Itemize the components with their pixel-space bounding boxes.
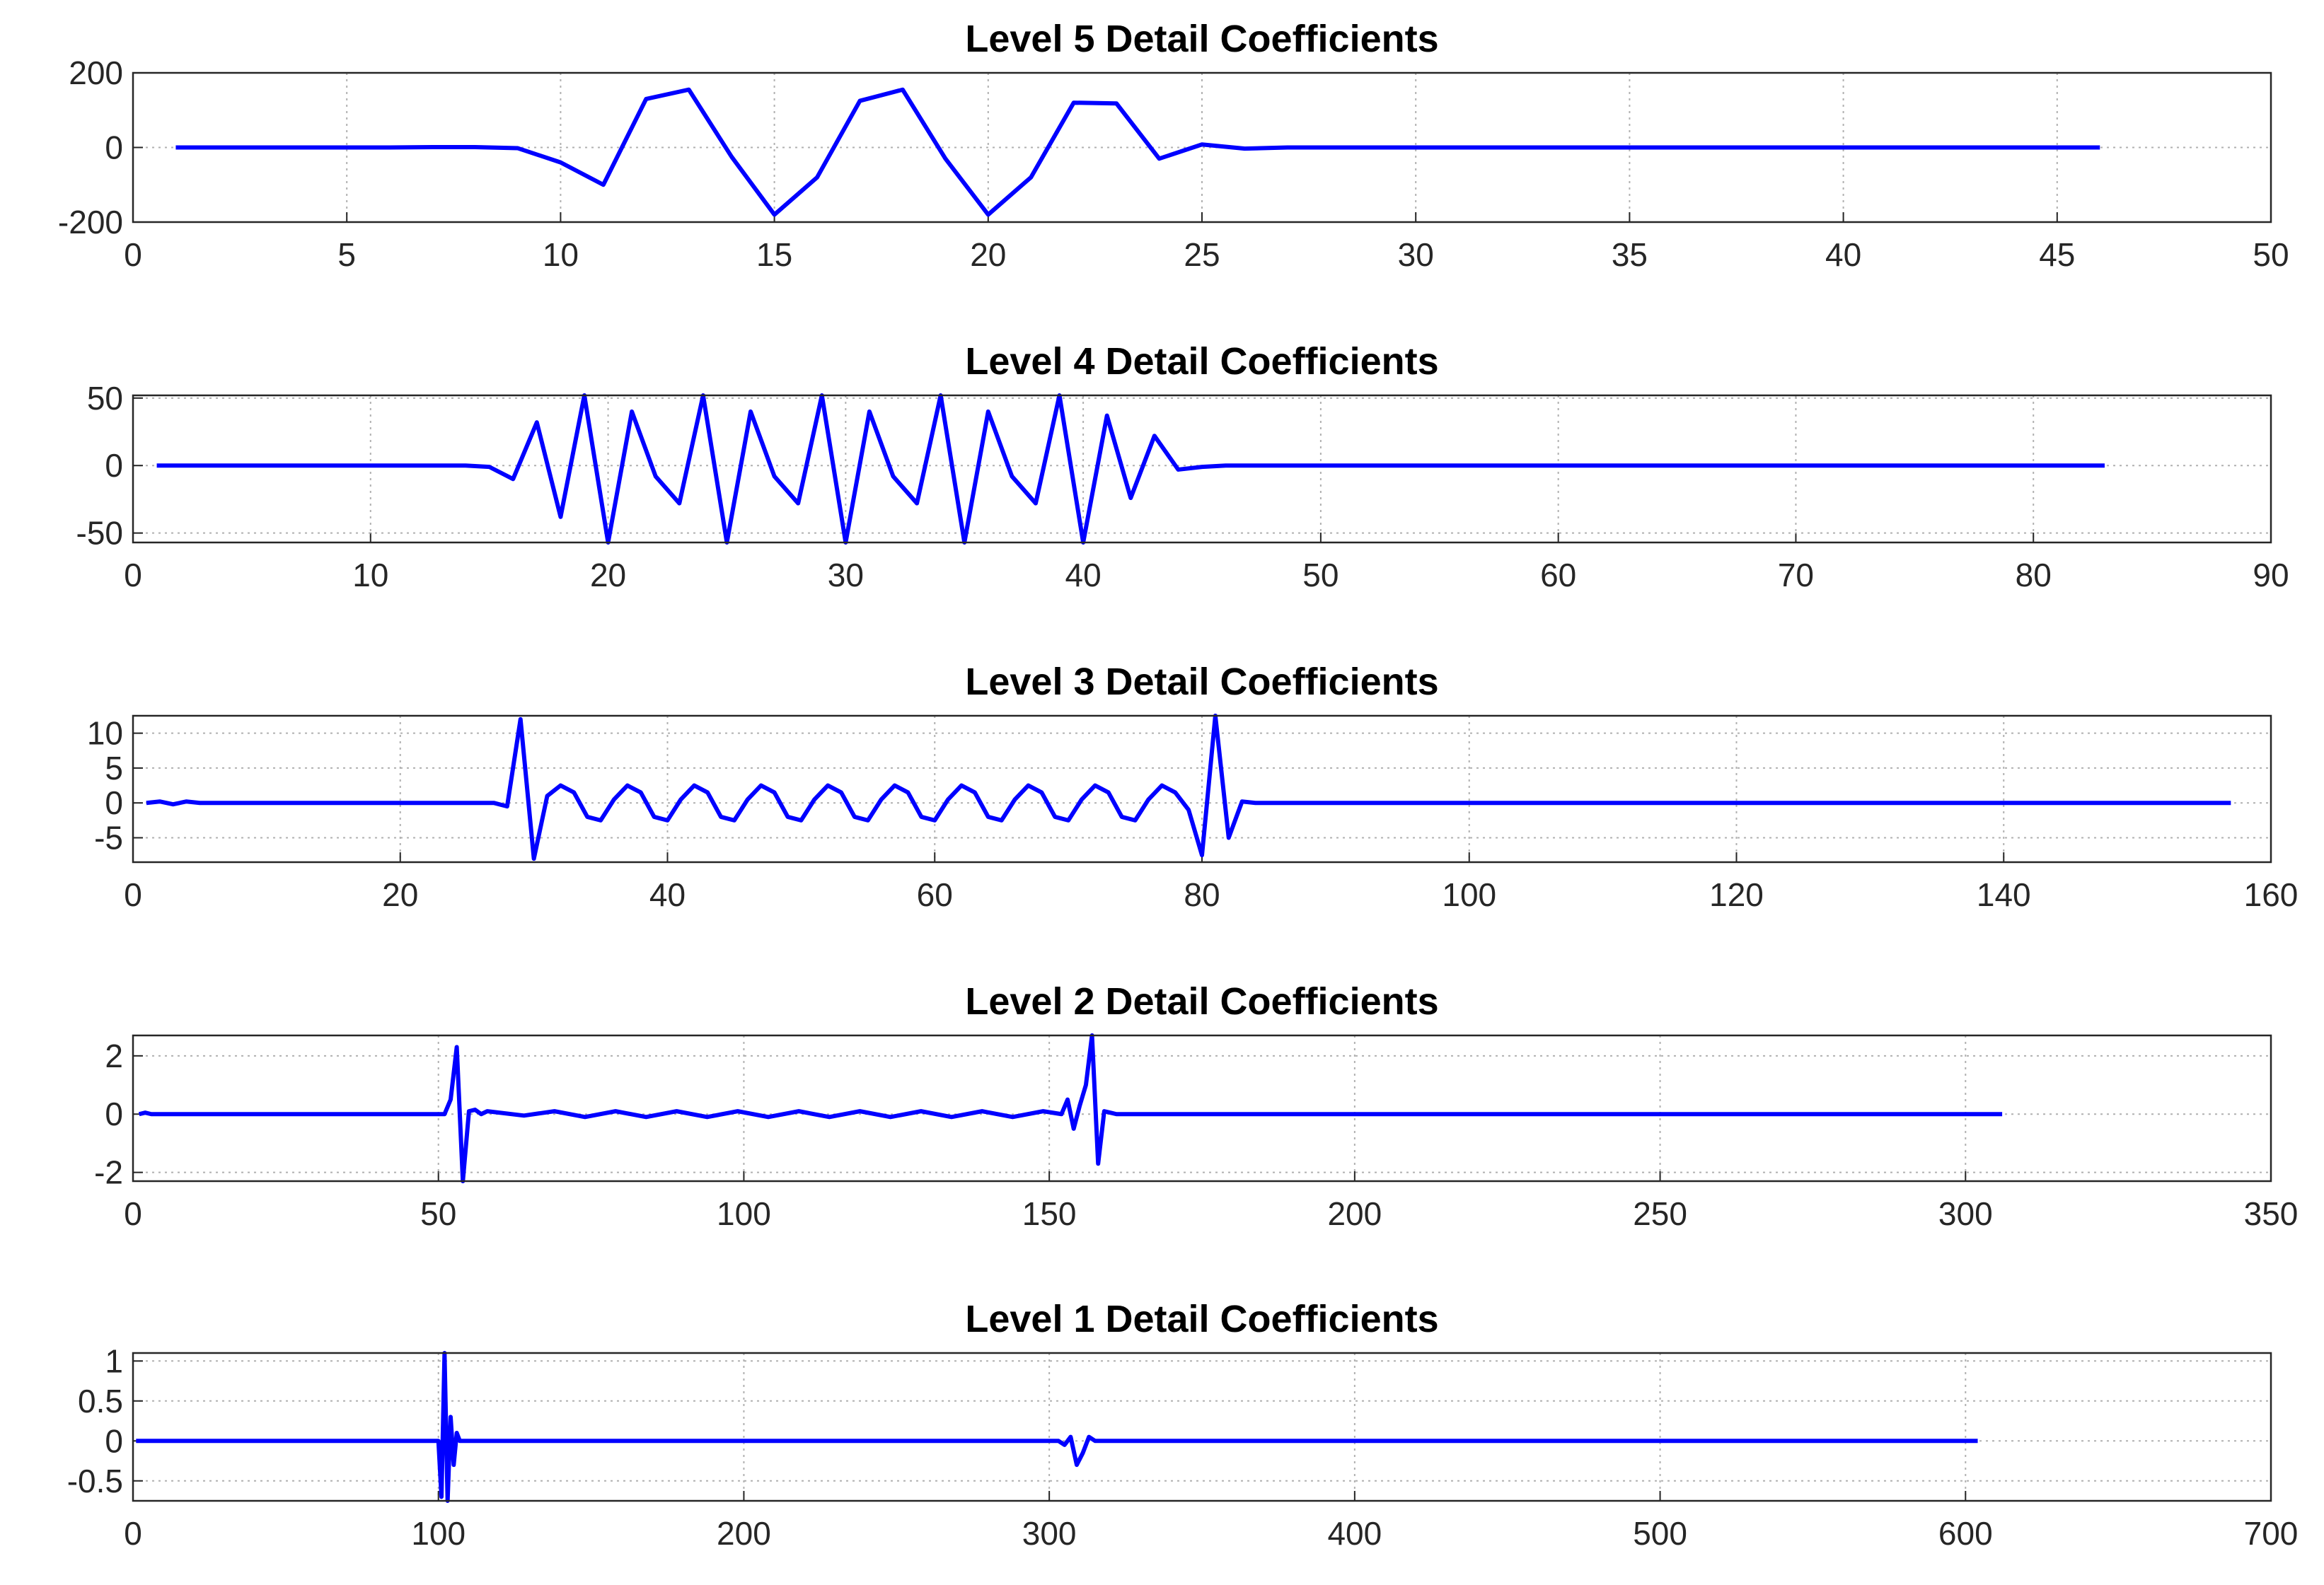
y-tick-label: 200 <box>69 54 123 91</box>
axes-box <box>132 1352 2272 1502</box>
x-tick-label: 100 <box>1442 876 1496 913</box>
y-tick-label: -0.5 <box>67 1463 123 1499</box>
x-tick-label: 200 <box>717 1515 771 1552</box>
axes-box <box>132 71 2272 223</box>
axes-box <box>132 714 2272 864</box>
x-tick-label: 20 <box>590 557 626 593</box>
y-tick-label: 10 <box>87 715 123 752</box>
x-tick-label: 35 <box>1612 236 1648 273</box>
x-tick-label: 160 <box>2244 876 2299 913</box>
x-tick-label: 50 <box>1302 557 1339 593</box>
y-tick-label: 0 <box>105 129 123 166</box>
x-tick-label: 0 <box>124 1515 142 1552</box>
x-tick-label: 350 <box>2244 1195 2299 1232</box>
x-tick-label: 60 <box>917 876 953 913</box>
x-tick-label: 0 <box>124 236 142 273</box>
x-tick-label: 0 <box>124 876 142 913</box>
x-tick-label: 40 <box>649 876 686 913</box>
x-tick-label: 40 <box>1065 557 1102 593</box>
data-line <box>146 714 2231 861</box>
x-tick-label: 5 <box>337 236 356 273</box>
x-tick-label: 120 <box>1709 876 1764 913</box>
x-tick-label: 40 <box>1825 236 1861 273</box>
x-tick-label: 90 <box>2253 557 2289 593</box>
x-tick-label: 25 <box>1184 236 1220 273</box>
plot-area <box>133 1035 2271 1181</box>
y-tick-label: -200 <box>58 204 123 240</box>
chart-title: Level 2 Detail Coefficients <box>965 980 1438 1023</box>
x-tick-label: 60 <box>1540 557 1576 593</box>
x-tick-label: 250 <box>1633 1195 1687 1232</box>
x-tick-label: 30 <box>828 557 864 593</box>
x-tick-label: 0 <box>124 1195 142 1232</box>
x-tick-label: 20 <box>382 876 418 913</box>
x-tick-label: 20 <box>970 236 1006 273</box>
chart-title: Level 3 Detail Coefficients <box>965 661 1438 703</box>
y-tick-label: 0 <box>105 447 123 484</box>
y-tick-label: -5 <box>94 820 123 857</box>
x-tick-label: 80 <box>2016 557 2052 593</box>
x-tick-label: 0 <box>124 557 142 593</box>
data-line <box>175 87 2100 217</box>
data-line <box>136 1351 1978 1503</box>
axes-box <box>132 394 2272 544</box>
x-tick-label: 140 <box>1977 876 2031 913</box>
x-tick-label: 200 <box>1327 1195 1382 1232</box>
x-tick-label: 400 <box>1327 1515 1382 1552</box>
chart-title: Level 1 Detail Coefficients <box>965 1298 1438 1340</box>
y-tick-label: -2 <box>94 1154 123 1191</box>
y-tick-label: 0 <box>105 1096 123 1132</box>
x-tick-label: 80 <box>1184 876 1220 913</box>
x-tick-label: 50 <box>420 1195 456 1232</box>
y-tick-label: 2 <box>105 1038 123 1074</box>
axes-box <box>132 1034 2272 1183</box>
x-tick-label: 500 <box>1633 1515 1687 1552</box>
y-tick-label: 50 <box>87 380 123 417</box>
x-tick-label: 30 <box>1398 236 1434 273</box>
chart-title: Level 4 Detail Coefficients <box>965 340 1438 383</box>
x-tick-label: 300 <box>1938 1195 1993 1232</box>
x-tick-label: 45 <box>2039 236 2075 273</box>
y-tick-label: -50 <box>76 515 123 552</box>
x-tick-label: 10 <box>543 236 579 273</box>
x-tick-label: 300 <box>1022 1515 1077 1552</box>
y-tick-label: 0 <box>105 784 123 821</box>
x-tick-label: 15 <box>756 236 792 273</box>
x-tick-label: 700 <box>2244 1515 2299 1552</box>
y-tick-label: 0 <box>105 1422 123 1459</box>
plot-area <box>133 1353 2271 1501</box>
x-tick-label: 100 <box>411 1515 466 1552</box>
x-tick-label: 100 <box>717 1195 771 1232</box>
x-tick-label: 70 <box>1778 557 1814 593</box>
x-tick-label: 600 <box>1938 1515 1993 1552</box>
y-tick-label: 1 <box>105 1342 123 1379</box>
x-tick-label: 50 <box>2253 236 2289 273</box>
y-tick-label: 0.5 <box>78 1383 123 1419</box>
x-tick-label: 150 <box>1022 1195 1077 1232</box>
chart-title: Level 5 Detail Coefficients <box>965 18 1438 60</box>
y-tick-label: 5 <box>105 750 123 786</box>
data-line <box>138 1033 2003 1183</box>
x-tick-label: 10 <box>352 557 388 593</box>
